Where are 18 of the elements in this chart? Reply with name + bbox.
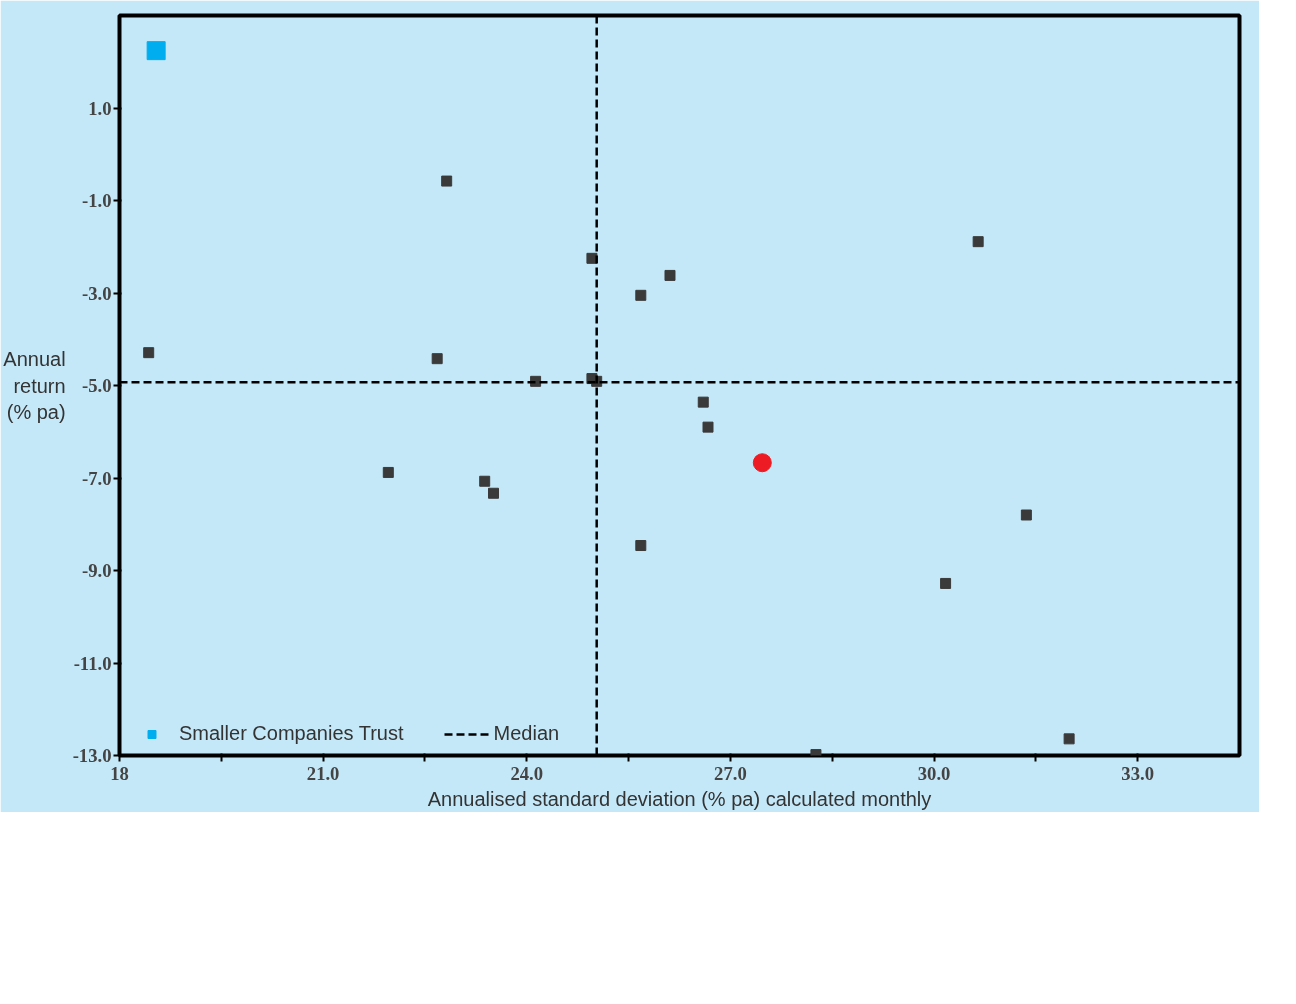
y-tick-label: -7.0 [81,467,112,489]
ref-line-label: Median [493,722,560,745]
x-tick-label: 21.0 [306,762,340,784]
legend-label: Smaller Companies Trust [179,722,404,745]
x-tick-label: 24.0 [510,762,544,784]
x-tick-label: 30.0 [917,762,951,784]
y-tick-label: -13.0 [72,745,112,766]
y-tick-label: -5.0 [81,375,112,396]
y-tick-label: 1.0 [88,97,112,119]
x-tick-label: 18 [110,762,129,784]
y-axis-title: Annual return (% pa) [3,348,66,423]
y-tick-label: -1.0 [81,190,112,211]
y-tick-label: -3.0 [81,282,112,304]
y-tick-label: -11.0 [73,652,112,674]
y-tick-label: -9.0 [81,560,112,581]
x-tick-label: 27.0 [714,762,747,784]
x-tick-label: 33.0 [1121,762,1155,784]
x-axis-title: Annualised standard deviation (% pa) calculated monthly [427,787,932,810]
